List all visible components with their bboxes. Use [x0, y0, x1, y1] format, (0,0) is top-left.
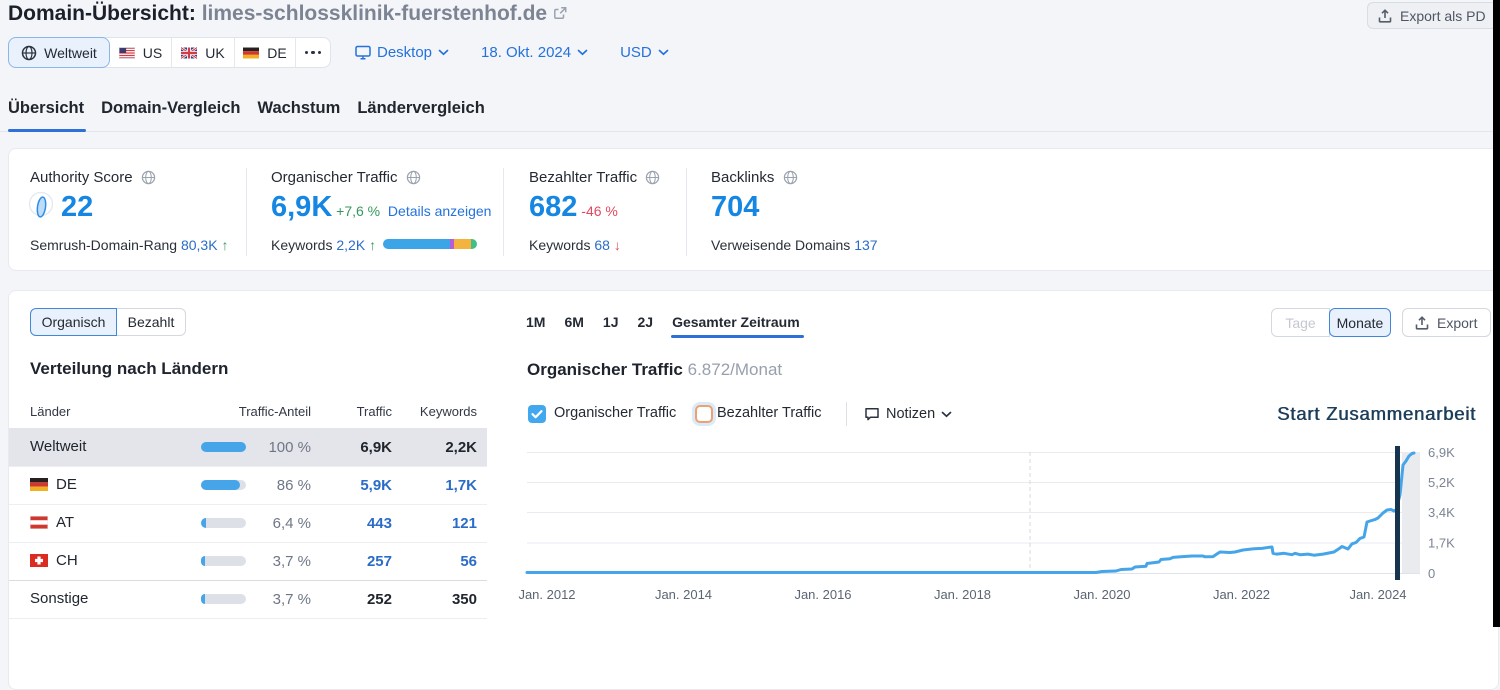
svg-text:3,4K: 3,4K — [1428, 505, 1455, 520]
svg-text:Jan. 2012: Jan. 2012 — [518, 587, 575, 602]
svg-text:Jan. 2020: Jan. 2020 — [1073, 587, 1130, 602]
svg-text:Jan. 2014: Jan. 2014 — [655, 587, 712, 602]
svg-text:Jan. 2024: Jan. 2024 — [1349, 587, 1406, 602]
svg-text:Jan. 2016: Jan. 2016 — [794, 587, 851, 602]
svg-text:5,2K: 5,2K — [1428, 475, 1455, 490]
svg-text:6,9K: 6,9K — [1428, 445, 1455, 460]
svg-text:1,7K: 1,7K — [1428, 536, 1455, 551]
svg-text:0: 0 — [1428, 566, 1435, 581]
svg-text:Jan. 2022: Jan. 2022 — [1213, 587, 1270, 602]
svg-text:Jan. 2018: Jan. 2018 — [934, 587, 991, 602]
